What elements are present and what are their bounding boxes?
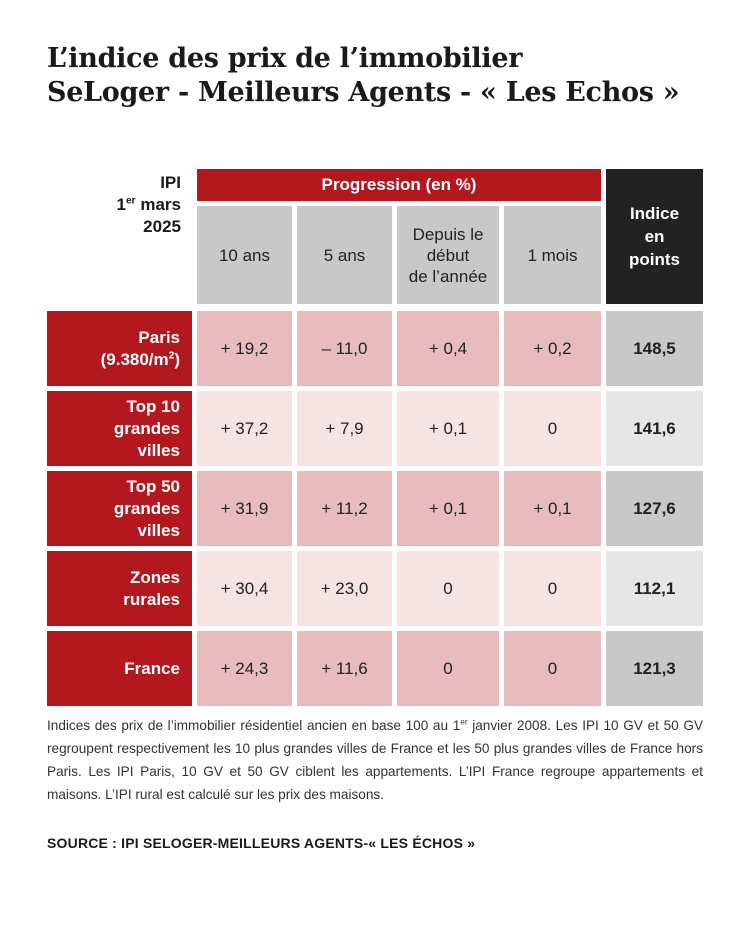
column-header-ytd: Depuis le début de l’année xyxy=(397,206,499,304)
column-header-indice: Indice en points xyxy=(606,169,703,304)
row-label-line-1: Zones xyxy=(129,567,180,587)
row-label-paris: Paris (9.380/m2) xyxy=(47,311,192,386)
cell-rurales-indice: 112,1 xyxy=(606,551,703,626)
row-label-zones-rurales: Zones rurales xyxy=(47,551,192,626)
row-label-line-2: rurales xyxy=(123,589,180,609)
cell-top50-10-ans: + 31,9 xyxy=(197,471,292,546)
row-label-line-3: villes xyxy=(137,440,180,460)
row-label-line-2: grandes xyxy=(113,498,180,518)
cell-paris-10-ans: + 19,2 xyxy=(197,311,292,386)
cell-france-ytd: 0 xyxy=(397,631,499,706)
row-label-france: France xyxy=(47,631,192,706)
ipi-label-line-1: IPI xyxy=(160,173,181,192)
cell-paris-1-mois: + 0,2 xyxy=(504,311,601,386)
cell-paris-ytd: + 0,4 xyxy=(397,311,499,386)
cell-top50-indice: 127,6 xyxy=(606,471,703,546)
cell-top10-indice: 141,6 xyxy=(606,391,703,466)
ipi-label-line-2: 1er mars xyxy=(116,195,181,214)
footnote: Indices des prix de l’immobilier résiden… xyxy=(47,717,704,802)
ipi-label-line-3: 2025 xyxy=(143,217,181,236)
row-label-top-10: Top 10 grandes villes xyxy=(47,391,192,466)
row-label-line-2: grandes xyxy=(113,418,180,438)
row-label-line-3: villes xyxy=(137,520,180,540)
column-header-5-ans: 5 ans xyxy=(297,206,392,304)
progression-header: Progression (en %) xyxy=(197,169,601,201)
cell-top10-10-ans: + 37,2 xyxy=(197,391,292,466)
cell-top50-1-mois: + 0,1 xyxy=(504,471,601,546)
cell-france-1-mois: 0 xyxy=(504,631,601,706)
row-label-line-2: (9.380/m2) xyxy=(100,349,180,369)
title-line-2: SeLoger - Meilleurs Agents - « Les Echos… xyxy=(47,77,680,108)
cell-france-10-ans: + 24,3 xyxy=(197,631,292,706)
column-header-10-ans: 10 ans xyxy=(197,206,292,304)
source-line: SOURCE : IPI SELOGER-MEILLEURS AGENTS-« … xyxy=(47,835,476,851)
cell-france-5-ans: + 11,6 xyxy=(297,631,392,706)
cell-rurales-5-ans: + 23,0 xyxy=(297,551,392,626)
cell-top10-ytd: + 0,1 xyxy=(397,391,499,466)
row-label-top-50: Top 50 grandes villes xyxy=(47,471,192,546)
cell-top50-ytd: + 0,1 xyxy=(397,471,499,546)
row-label-line-1: Paris xyxy=(138,327,180,347)
indice-line-3: points xyxy=(629,250,680,269)
cell-rurales-1-mois: 0 xyxy=(504,551,601,626)
cell-rurales-10-ans: + 30,4 xyxy=(197,551,292,626)
row-label-line-1: Top 50 xyxy=(126,476,180,496)
cell-top50-5-ans: + 11,2 xyxy=(297,471,392,546)
page-title: L’indice des prix de l’immobilier SeLoge… xyxy=(47,42,680,110)
cell-top10-5-ans: + 7,9 xyxy=(297,391,392,466)
cell-france-indice: 121,3 xyxy=(606,631,703,706)
indice-line-1: Indice xyxy=(629,204,680,223)
title-line-1: L’indice des prix de l’immobilier xyxy=(47,43,523,74)
indice-line-2: en xyxy=(644,227,665,246)
ytd-line-3: de l’année xyxy=(408,266,488,286)
cell-paris-5-ans: – 11,0 xyxy=(297,311,392,386)
cell-paris-indice: 148,5 xyxy=(606,311,703,386)
cell-rurales-ytd: 0 xyxy=(397,551,499,626)
row-label-line-1: France xyxy=(124,658,180,678)
ytd-line-2: début xyxy=(426,245,470,265)
ipi-date-label: IPI 1er mars 2025 xyxy=(47,172,181,238)
ytd-line-1: Depuis le xyxy=(412,224,484,244)
row-label-line-1: Top 10 xyxy=(126,396,180,416)
cell-top10-1-mois: 0 xyxy=(504,391,601,466)
column-header-1-mois: 1 mois xyxy=(504,206,601,304)
